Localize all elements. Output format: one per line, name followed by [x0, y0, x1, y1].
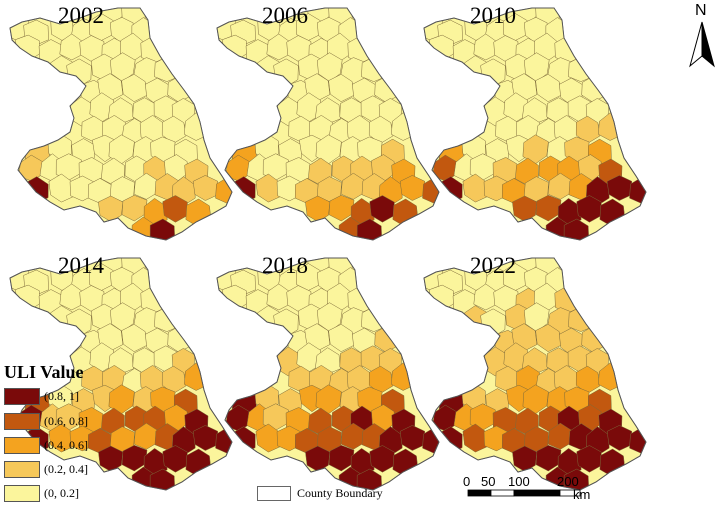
county-polygon — [162, 445, 188, 473]
scale-bar-segment — [559, 489, 581, 497]
county-polygon — [121, 323, 148, 353]
county-polygon — [121, 73, 148, 103]
county-polygon — [535, 73, 562, 103]
legend-item-class-3: (0.4, 0.6] — [4, 436, 88, 454]
county-polygon — [192, 425, 219, 451]
boundary-label: County Boundary — [297, 486, 383, 500]
legend-item-class-5: (0, 0.2] — [4, 484, 79, 502]
scale-tick-50: 50 — [481, 474, 496, 489]
legend-title: ULI Value — [4, 362, 84, 382]
year-label-2006: 2006 — [262, 3, 308, 28]
county-polygon — [369, 445, 395, 473]
scale-bar-segment — [513, 489, 561, 497]
legend-item-class-1: (0.8, 1] — [4, 387, 79, 405]
legend-label: (0.4, 0.6] — [44, 437, 88, 452]
legend-item-class-4: (0.2, 0.4] — [4, 460, 88, 478]
county-polygon — [576, 445, 602, 473]
county-polygon — [535, 194, 562, 222]
scale-tick-0: 0 — [463, 474, 471, 489]
county-polygon — [121, 444, 148, 472]
year-label-2022: 2022 — [470, 253, 516, 278]
province-boundary — [423, 7, 647, 241]
county-polygon — [535, 323, 562, 353]
year-label-2014: 2014 — [58, 253, 104, 278]
scale-unit: km — [573, 487, 591, 502]
county-polygon — [399, 425, 426, 451]
county-polygon — [606, 425, 633, 451]
legend-swatch — [4, 412, 40, 430]
legend-swatch — [4, 387, 40, 405]
province-boundary — [9, 257, 233, 491]
legend-swatch — [4, 460, 40, 478]
legend-label: (0.8, 1] — [44, 388, 79, 403]
province-boundary — [216, 7, 440, 241]
map-panel-2018 — [216, 257, 440, 491]
north-arrow-icon — [689, 21, 715, 68]
county-polygon — [328, 73, 355, 103]
county-polygon — [606, 175, 633, 201]
north-label: N — [695, 2, 707, 19]
map-panel-2006 — [216, 7, 440, 241]
scale-bar-segment — [467, 489, 492, 497]
legend-item-class-2: (0.6, 0.8] — [4, 412, 88, 430]
scale-tick-100: 100 — [508, 474, 530, 489]
county-boundary-legend: County Boundary — [257, 486, 383, 501]
scale-bar-segment — [490, 489, 515, 497]
legend-swatch — [4, 484, 40, 502]
county-polygon — [369, 195, 395, 223]
county-polygon — [192, 175, 219, 201]
county-polygon — [576, 195, 602, 223]
county-polygon — [535, 444, 562, 472]
legend-label: (0.2, 0.4] — [44, 461, 88, 476]
map-panel-2022 — [423, 257, 647, 491]
county-polygon — [328, 444, 355, 472]
year-label-2002: 2002 — [58, 3, 104, 28]
province-boundary — [216, 257, 440, 491]
county-polygon — [121, 194, 148, 222]
province-boundary — [9, 7, 233, 241]
county-polygon — [162, 195, 188, 223]
boundary-swatch — [257, 486, 291, 501]
county-polygon — [328, 323, 355, 353]
year-label-2010: 2010 — [470, 3, 516, 28]
map-panel-2010 — [423, 7, 647, 241]
province-boundary — [423, 257, 647, 491]
legend-swatch — [4, 436, 40, 454]
county-polygon — [399, 175, 426, 201]
legend-label: (0.6, 0.8] — [44, 413, 88, 428]
legend-label: (0, 0.2] — [44, 485, 79, 500]
year-label-2018: 2018 — [262, 253, 308, 278]
county-polygon — [328, 194, 355, 222]
map-panel-2002 — [9, 7, 233, 241]
scale-tick-200: 200 — [557, 474, 579, 489]
scale-bar — [467, 489, 581, 497]
